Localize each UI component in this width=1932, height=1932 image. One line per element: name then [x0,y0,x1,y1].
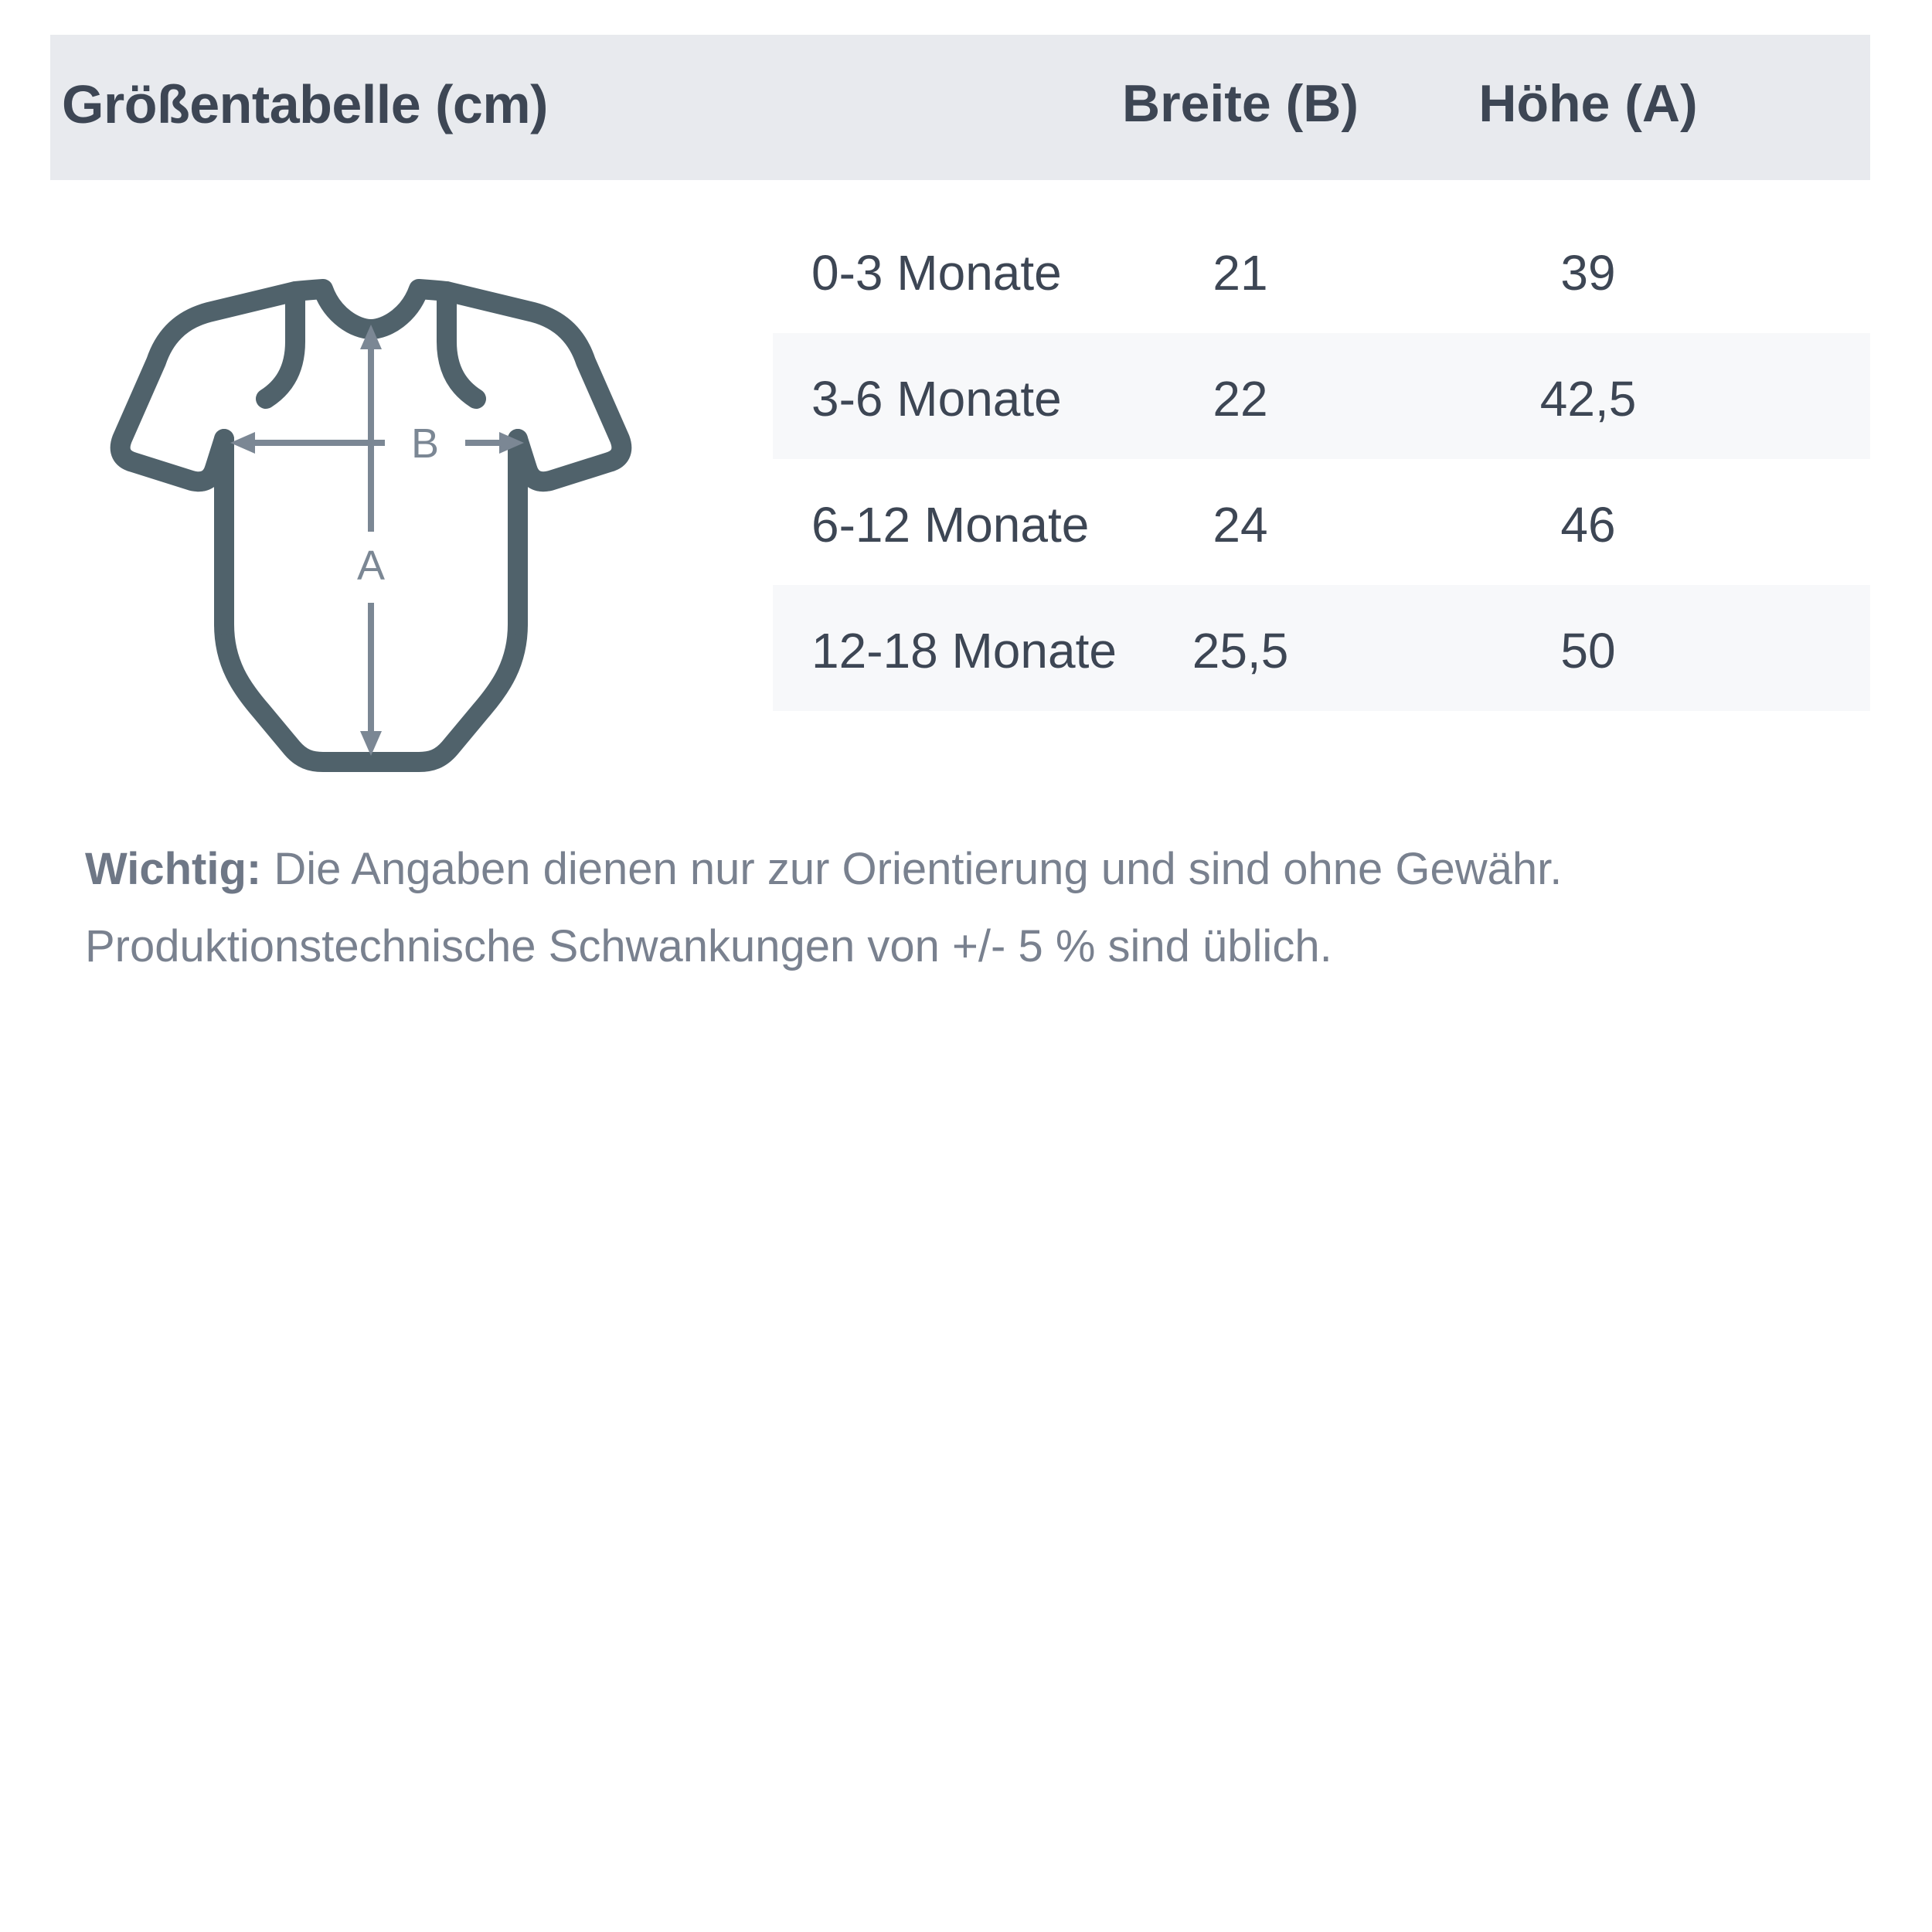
width-arrow-b [230,432,524,454]
bodysuit-outline [110,279,632,772]
height-arrow-a [360,325,382,756]
cell-height: 42,5 [1539,371,1637,427]
table-row: 12-18 Monate 25,5 50 [773,585,1870,711]
disclaimer-bold-prefix: Wichtig: [85,844,262,894]
disclaimer-note: Wichtig: Die Angaben dienen nur zur Orie… [85,831,1862,985]
baby-bodysuit-icon: A B [100,255,641,796]
cell-width: 24 [1213,497,1268,553]
label-b: B [411,420,439,467]
cell-size: 12-18 Monate [811,623,1117,679]
column-header-height: Höhe (A) [1478,74,1698,133]
cell-height: 46 [1560,497,1616,553]
disclaimer-line-2: Produktionstechnische Schwankungen von +… [85,921,1332,971]
cell-width: 21 [1213,245,1268,301]
label-a: A [357,543,385,589]
column-header-width: Breite (B) [1121,74,1359,133]
cell-size: 0-3 Monate [811,245,1062,301]
table-row: 3-6 Monate 22 42,5 [773,333,1870,459]
cell-size: 3-6 Monate [811,371,1062,427]
disclaimer-line-1-rest: Die Angaben dienen nur zur Orientierung … [261,844,1563,894]
table-row: 0-3 Monate 21 39 [773,207,1870,333]
table-row: 6-12 Monate 24 46 [773,459,1870,585]
cell-height: 39 [1560,245,1616,301]
cell-size: 6-12 Monate [811,497,1090,553]
disclaimer-line-1: Wichtig: Die Angaben dienen nur zur Orie… [85,831,1862,908]
cell-height: 50 [1560,623,1616,679]
page-title: Größentabelle (cm) [62,74,548,134]
table-header-band [50,35,1870,180]
cell-width: 22 [1213,371,1268,427]
cell-width: 25,5 [1192,623,1289,679]
